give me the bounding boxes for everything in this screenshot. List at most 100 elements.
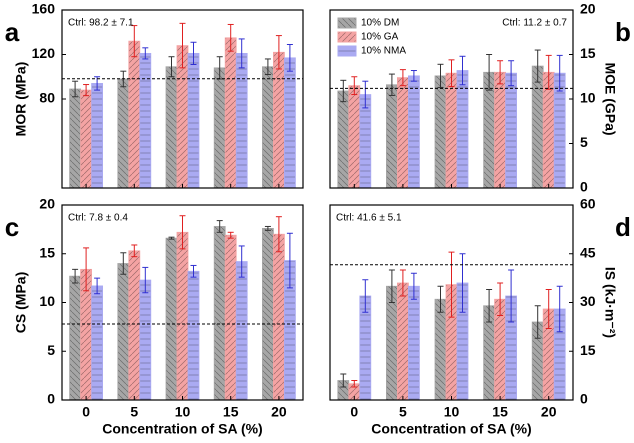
error-bar: [448, 251, 455, 318]
y-tick-label: 20: [580, 1, 596, 17]
y-tick-label: 60: [580, 196, 596, 212]
bar: [445, 72, 458, 189]
legend-swatch: [337, 45, 357, 57]
error-bar: [556, 54, 563, 92]
legend-swatch: [337, 31, 357, 43]
y-tick-label: 120: [32, 45, 56, 61]
error-bar: [486, 289, 493, 323]
error-bar: [410, 70, 417, 82]
error-bar: [399, 69, 406, 87]
error-bar: [486, 54, 493, 91]
bar: [213, 226, 226, 401]
error-bar: [142, 47, 149, 60]
ctrl-label: Ctrl: 98.2 ± 7.1: [68, 18, 134, 29]
bar: [407, 285, 420, 401]
error-bar: [238, 245, 245, 278]
bar: [187, 52, 200, 189]
bar: [128, 40, 141, 189]
bar: [272, 233, 285, 401]
y-tick-label: 80: [39, 90, 55, 106]
y-tick-label: 20: [39, 196, 55, 212]
error-bar: [72, 268, 79, 284]
bar: [176, 231, 189, 401]
bar: [224, 234, 237, 401]
panel-label: d: [615, 212, 631, 242]
ctrl-label: Ctrl: 7.8 ± 0.4: [68, 213, 128, 224]
y-tick-label: 5: [47, 342, 55, 358]
error-bar: [264, 225, 271, 231]
bar: [396, 77, 409, 189]
bar: [128, 250, 141, 401]
bar: [117, 263, 130, 401]
x-axis-label: Concentration of SA (%): [371, 421, 531, 437]
legend-label: 10% GA: [361, 32, 399, 43]
x-axis-label: Concentration of SA (%): [102, 421, 262, 437]
bar: [348, 85, 361, 189]
bar: [69, 275, 81, 401]
error-bar: [83, 84, 90, 97]
y-tick-label: 5: [580, 134, 588, 150]
plot-frame: [329, 9, 574, 189]
ctrl-label: Ctrl: 41.6 ± 5.1: [336, 213, 402, 224]
bar: [187, 270, 200, 401]
y-tick-label: 0: [580, 391, 588, 407]
error-bar: [497, 282, 504, 316]
y-tick-label: 15: [580, 45, 596, 61]
error-bar: [238, 38, 245, 69]
error-bar: [168, 56, 175, 78]
y-tick-label: 15: [39, 244, 55, 260]
error-bar: [179, 22, 186, 69]
panel-label: c: [5, 212, 19, 242]
error-bar: [168, 236, 175, 240]
x-tick-label: 10: [175, 404, 191, 420]
error-bar: [351, 76, 358, 96]
bar: [235, 261, 248, 401]
bar: [434, 298, 447, 401]
error-bar: [286, 43, 293, 72]
error-bar: [410, 272, 417, 300]
y-tick-label: 30: [580, 293, 596, 309]
error-bar: [72, 80, 79, 98]
y-tick-label: 10: [39, 293, 55, 309]
error-bar: [534, 305, 541, 339]
x-tick-label: 15: [223, 404, 239, 420]
legend-label: 10% NMA: [361, 46, 406, 57]
ctrl-label: Ctrl: 11.2 ± 0.7: [502, 18, 567, 29]
error-bar: [388, 269, 395, 303]
error-bar: [459, 55, 466, 86]
error-bar: [227, 231, 234, 239]
bar: [283, 57, 296, 189]
y-tick-label: 160: [32, 1, 56, 17]
error-bar: [120, 252, 127, 275]
bar: [235, 52, 248, 189]
error-bar: [534, 49, 541, 83]
x-tick-label: 0: [82, 404, 90, 420]
x-tick-label: 20: [271, 404, 287, 420]
error-bar: [437, 63, 444, 88]
plot-frame: [61, 9, 304, 189]
plot-frame: [61, 204, 304, 401]
y-tick-label: 15: [580, 342, 596, 358]
error-bar: [275, 35, 282, 70]
x-tick-label: 5: [399, 404, 407, 420]
x-tick-label: 20: [541, 404, 557, 420]
bar: [139, 52, 152, 189]
y-axis-label: IS (kJ·m⁻²): [602, 267, 618, 338]
error-bar: [388, 73, 395, 96]
error-bar: [497, 60, 504, 85]
y-tick-label: 45: [580, 244, 596, 260]
bar: [224, 37, 237, 189]
error-bar: [459, 253, 466, 313]
bar: [261, 66, 274, 189]
error-bar: [351, 380, 358, 388]
legend-label: 10% DM: [361, 18, 399, 29]
bar: [261, 227, 274, 401]
error-bar: [227, 23, 234, 52]
error-bar: [362, 279, 369, 313]
bar: [337, 90, 350, 189]
panel-label: a: [5, 17, 20, 47]
y-axis-label: MOR (MPa): [13, 62, 29, 137]
bar: [91, 83, 103, 189]
bar: [80, 89, 92, 189]
